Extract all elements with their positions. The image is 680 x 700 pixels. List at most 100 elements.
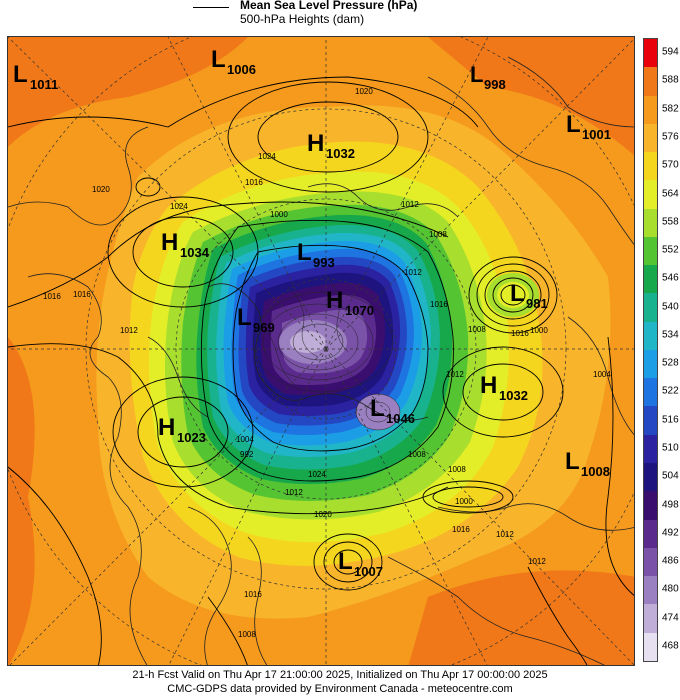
colorbar-tick-label: 486 (662, 555, 679, 567)
forecast-valid-text: 21-h Fcst Valid on Thu Apr 17 21:00:00 2… (132, 669, 548, 681)
isobar-label: 1020 (314, 510, 332, 519)
colorbar-swatch (644, 180, 657, 209)
low-center-value: 1046 (386, 411, 415, 426)
low-center-marker: L (338, 548, 353, 575)
isobar-label: 1016 (245, 178, 263, 187)
low-center-value: 993 (313, 255, 335, 270)
colorbar-tick-label: 594 (662, 46, 679, 58)
legend-mslp-label: Mean Sea Level Pressure (hPa) (240, 0, 418, 12)
colorbar-tick-label: 504 (662, 470, 679, 482)
isobar-label: 1000 (270, 210, 288, 219)
colorbar-swatch (644, 349, 657, 379)
colorbar-tick-label: 522 (662, 385, 679, 397)
colorbar-swatch (644, 123, 657, 153)
colorbar-swatch (644, 576, 657, 605)
low-981-core (497, 282, 529, 308)
colorbar-swatch (644, 406, 657, 435)
isobar-label: 1004 (593, 370, 611, 379)
colorbar-swatch (644, 604, 657, 633)
isobar-label: 1012 (401, 200, 419, 209)
high-center-marker: H (326, 287, 343, 314)
weather-map: 1020 1024 1016 1020 1024 1016 1012 1008 … (7, 36, 635, 666)
isobar-label: 1024 (258, 152, 276, 161)
colorbar-tick-label: 528 (662, 357, 679, 369)
low-center-marker: L (470, 62, 483, 87)
colorbar-tick-label: 588 (662, 74, 679, 86)
colorbar-tick-label: 510 (662, 442, 679, 454)
high-center-marker: H (161, 229, 178, 256)
low-center-marker: L (566, 111, 581, 138)
isobar-labels: 1020 1024 1016 1020 1024 1016 1012 1008 … (43, 87, 611, 639)
map-footer: 21-h Fcst Valid on Thu Apr 17 21:00:00 2… (0, 668, 680, 696)
colorbar-swatch (644, 434, 657, 463)
colorbar-tick-label: 582 (662, 103, 679, 115)
colorbar-swatch (644, 547, 657, 577)
low-center-marker: L (237, 304, 252, 331)
colorbar-swatch (644, 378, 657, 407)
low-center-value: 1011 (30, 77, 58, 92)
low-center-value: 1008 (581, 464, 610, 479)
high-center-marker: H (307, 130, 324, 157)
isobar-label: 1012 (285, 488, 303, 497)
colorbar-swatch (644, 95, 657, 124)
height-band-480-b (356, 394, 400, 430)
isobar-label: 1008 (429, 230, 447, 239)
low-center-marker: L (565, 448, 580, 475)
high-center-value: 1023 (177, 430, 206, 445)
colorbar-swatch (644, 632, 657, 661)
low-center-value: 969 (253, 320, 275, 335)
colorbar-swatch (644, 236, 657, 266)
isobars (8, 76, 634, 665)
colorbar-swatch (644, 265, 657, 294)
high-center-marker: H (480, 372, 497, 399)
isobar-label: 1000 (530, 326, 548, 335)
isobar-label: 1012 (496, 530, 514, 539)
isobar-label: 1004 (236, 435, 254, 444)
graticule (8, 37, 634, 665)
colorbar-swatch (644, 67, 657, 96)
low-center-value: 998 (484, 77, 506, 92)
colorbar-swatch (644, 491, 657, 520)
colorbar-tick-label: 540 (662, 301, 679, 313)
low-center-marker: L (510, 280, 525, 307)
colorbar-tick-label: 480 (662, 583, 679, 595)
low-center-marker: L (370, 395, 385, 422)
data-credit-text: CMC-GDPS data provided by Environment Ca… (167, 683, 513, 695)
colorbar-tick-label: 570 (662, 159, 679, 171)
inner-contours (252, 276, 401, 431)
colorbar-swatch (644, 293, 657, 322)
height-band-588-nw (8, 37, 248, 147)
isobar-label: 1008 (448, 465, 466, 474)
isobar-label: 1012 (446, 370, 464, 379)
isobar-label: 1016 (430, 300, 448, 309)
isobar-label: 1024 (170, 202, 188, 211)
high-center-value: 1034 (180, 245, 210, 260)
high-center-value: 1070 (345, 303, 374, 318)
isobar-label: 1008 (408, 450, 426, 459)
isobar-label: 1020 (355, 87, 373, 96)
colorbar-tick-label: 534 (662, 329, 679, 341)
isobar-label: 992 (240, 450, 254, 459)
low-center-value: 1007 (354, 564, 383, 579)
colorbar-tick-label: 498 (662, 499, 679, 510)
colorbar-swatch (644, 519, 657, 548)
colorbar-tick-label: 546 (662, 272, 679, 284)
height-band-588-s (408, 570, 634, 665)
height-band-588-w (8, 337, 35, 665)
colorbar-tick-label: 468 (662, 640, 679, 652)
colorbar-swatch (644, 39, 657, 68)
colorbar-swatch (644, 152, 657, 181)
isobar-line-swatch (193, 7, 229, 8)
isobar-label: 1012 (404, 268, 422, 277)
colorbar-tick-label: 552 (662, 244, 679, 256)
height-band-588-ne (428, 37, 634, 156)
low-center-value: 1006 (227, 62, 256, 77)
low-center-value: 981 (526, 296, 548, 311)
colorbar-swatch (644, 462, 657, 492)
isobar-label: 1008 (238, 630, 256, 639)
legend-heights-label: 500-hPa Heights (dam) (240, 12, 365, 26)
isobar-label: 1020 (92, 185, 110, 194)
isobar-label: 1008 (468, 325, 486, 334)
isobar-label: 1024 (308, 470, 326, 479)
isobar-label: 1000 (455, 497, 473, 506)
